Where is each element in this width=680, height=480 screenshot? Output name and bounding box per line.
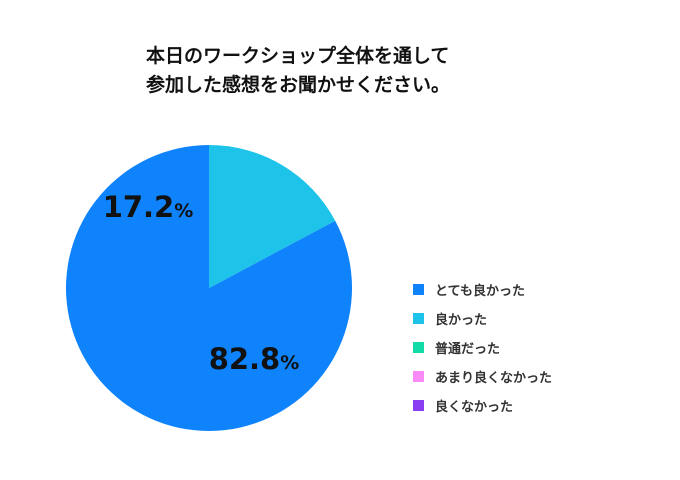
slice-label-unit: % bbox=[280, 352, 299, 374]
legend-label: あまり良くなかった bbox=[435, 371, 553, 386]
slice-label-2: 17.2% bbox=[103, 190, 194, 224]
legend-item-3: 普通だった bbox=[413, 333, 552, 362]
legend-item-2: 良かった bbox=[413, 304, 552, 333]
legend-swatch bbox=[413, 313, 424, 324]
chart-title-line-2: 参加した感想をお聞かせください。 bbox=[146, 74, 451, 96]
slice-label-value: 17.2 bbox=[103, 190, 175, 224]
pie-slice-2 bbox=[209, 145, 336, 288]
chart-title-line-1: 本日のワークショップ全体を通して bbox=[146, 45, 450, 67]
legend-item-1: とても良かった bbox=[413, 275, 552, 304]
legend-swatch bbox=[413, 342, 424, 353]
legend-item-5: 良くなかった bbox=[413, 391, 552, 420]
legend-item-4: あまり良くなかった bbox=[413, 362, 552, 391]
legend-swatch bbox=[413, 284, 424, 295]
legend-label: とても良かった bbox=[435, 284, 525, 299]
pie-slices bbox=[66, 145, 353, 431]
legend-label: 良かった bbox=[435, 313, 488, 328]
legend-swatch bbox=[413, 371, 424, 382]
slice-label-1: 82.8% bbox=[209, 342, 300, 376]
chart-title: 本日のワークショップ全体を通して 参加した感想をお聞かせください。 bbox=[146, 42, 566, 100]
legend-swatch bbox=[413, 400, 424, 411]
slice-label-unit: % bbox=[174, 200, 193, 222]
legend-label: 普通だった bbox=[435, 342, 501, 357]
slice-label-value: 82.8 bbox=[209, 342, 281, 376]
legend-label: 良くなかった bbox=[435, 400, 514, 415]
pie-slice-labels: 82.8%17.2% bbox=[103, 190, 300, 376]
pie-slice-1 bbox=[66, 145, 353, 431]
legend: とても良かった 良かった普通だったあまり良くなかった 良くなかった bbox=[413, 275, 552, 420]
